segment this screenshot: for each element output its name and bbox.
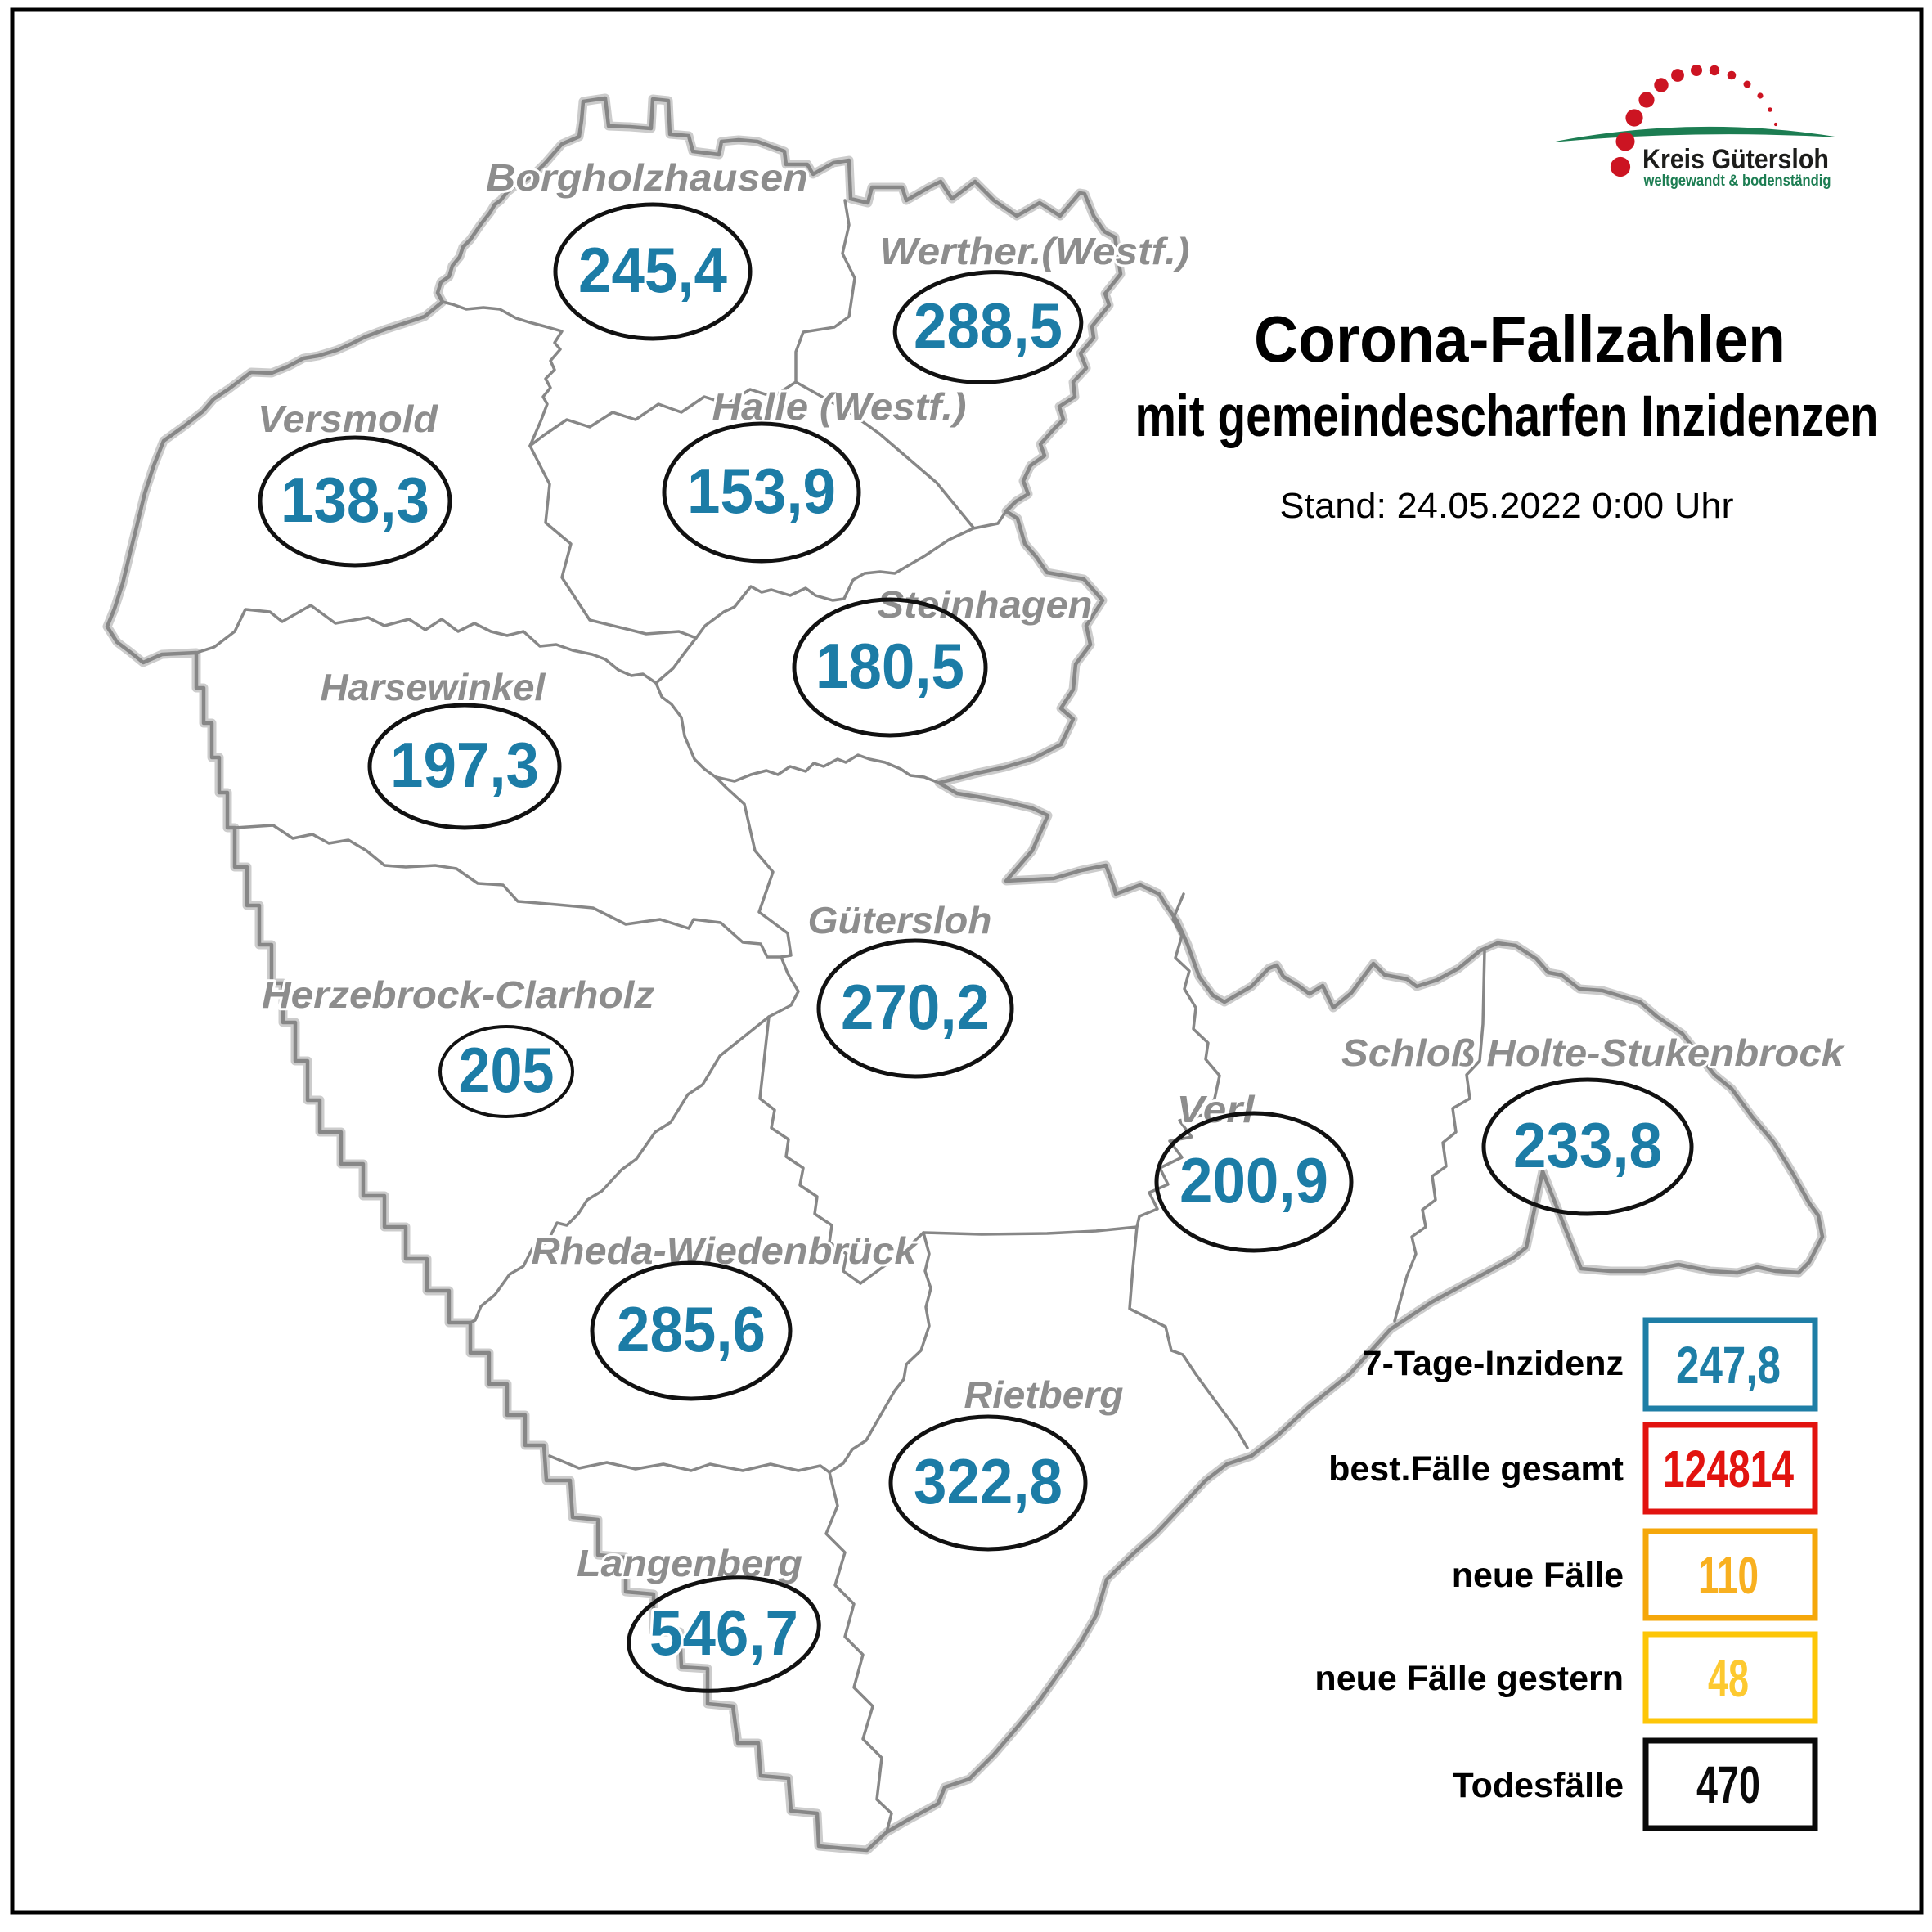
svg-text:110: 110 xyxy=(1698,1546,1759,1605)
svg-text:322,8: 322,8 xyxy=(914,1445,1063,1517)
svg-text:546,7: 546,7 xyxy=(649,1597,798,1669)
svg-text:205: 205 xyxy=(459,1034,555,1106)
svg-text:197,3: 197,3 xyxy=(390,729,539,801)
svg-text:7-Tage-Inzidenz: 7-Tage-Inzidenz xyxy=(1363,1344,1624,1383)
svg-text:neue Fälle gestern: neue Fälle gestern xyxy=(1314,1659,1624,1698)
svg-text:Corona-Fallzahlen: Corona-Fallzahlen xyxy=(1254,303,1786,375)
svg-text:weltgewandt & bodenständig: weltgewandt & bodenständig xyxy=(1643,173,1831,190)
svg-text:153,9: 153,9 xyxy=(687,455,836,527)
svg-text:200,9: 200,9 xyxy=(1179,1144,1328,1216)
svg-text:285,6: 285,6 xyxy=(617,1293,766,1365)
svg-text:Harsewinkel: Harsewinkel xyxy=(321,666,546,708)
svg-text:Rheda-Wiedenbrück: Rheda-Wiedenbrück xyxy=(532,1229,919,1272)
svg-text:138,3: 138,3 xyxy=(281,464,429,536)
svg-text:Gütersloh: Gütersloh xyxy=(808,899,992,941)
svg-text:48: 48 xyxy=(1708,1649,1749,1708)
svg-text:124814: 124814 xyxy=(1663,1440,1794,1498)
svg-text:Versmold: Versmold xyxy=(258,398,438,440)
svg-text:Verl: Verl xyxy=(1177,1088,1256,1130)
svg-text:Werther.(Westf.): Werther.(Westf.) xyxy=(880,230,1190,272)
svg-text:Todesfälle: Todesfälle xyxy=(1453,1766,1624,1805)
svg-text:245,4: 245,4 xyxy=(578,234,727,306)
svg-text:neue Fälle: neue Fälle xyxy=(1452,1556,1624,1595)
svg-text:Rietberg: Rietberg xyxy=(964,1373,1124,1416)
svg-text:Steinhagen: Steinhagen xyxy=(878,583,1093,626)
svg-text:247,8: 247,8 xyxy=(1676,1336,1781,1395)
svg-text:Halle (Westf.): Halle (Westf.) xyxy=(712,385,967,428)
svg-text:270,2: 270,2 xyxy=(841,971,990,1043)
svg-text:180,5: 180,5 xyxy=(815,630,964,702)
svg-text:Borgholzhausen: Borgholzhausen xyxy=(486,156,808,199)
svg-text:Schloß Holte-Stukenbrock: Schloß Holte-Stukenbrock xyxy=(1341,1031,1846,1074)
svg-text:233,8: 233,8 xyxy=(1513,1109,1662,1181)
svg-text:best.Fälle gesamt: best.Fälle gesamt xyxy=(1328,1449,1624,1489)
svg-text:Herzebrock-Clarholz: Herzebrock-Clarholz xyxy=(262,973,654,1016)
svg-text:mit gemeindescharfen Inzidenze: mit gemeindescharfen Inzidenzen xyxy=(1135,384,1879,449)
svg-text:470: 470 xyxy=(1696,1755,1760,1814)
svg-text:Stand: 24.05.2022 0:00 Uhr: Stand: 24.05.2022 0:00 Uhr xyxy=(1280,486,1734,526)
svg-text:Langenberg: Langenberg xyxy=(577,1542,802,1584)
svg-text:288,5: 288,5 xyxy=(914,290,1063,362)
svg-text:Kreis Gütersloh: Kreis Gütersloh xyxy=(1642,144,1829,175)
